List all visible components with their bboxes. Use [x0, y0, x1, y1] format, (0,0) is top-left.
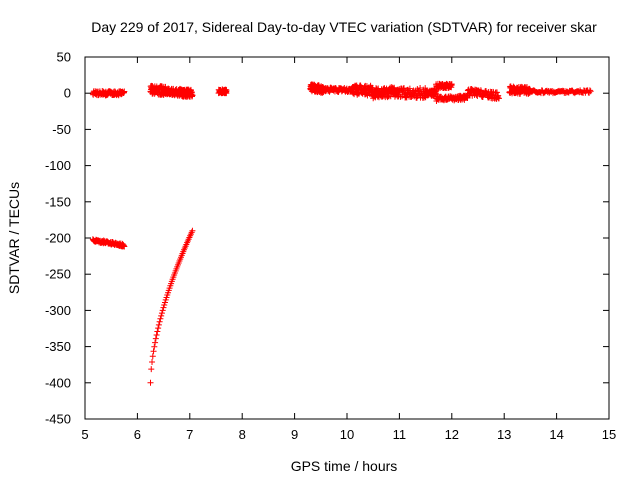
- data-point: [155, 321, 162, 328]
- data-point: [154, 328, 161, 335]
- x-tick-label: 13: [497, 427, 511, 442]
- y-tick-label: -150: [45, 194, 71, 209]
- data-point: [121, 243, 128, 250]
- data-point: [189, 92, 196, 99]
- data-point: [151, 343, 158, 350]
- data-point: [159, 307, 166, 314]
- plot-frame: [84, 56, 610, 420]
- data-point: [406, 85, 413, 92]
- y-tick-label: -400: [45, 375, 71, 390]
- y-tick-label: 50: [57, 50, 71, 65]
- data-point: [150, 348, 157, 355]
- x-tick-label: 15: [602, 427, 616, 442]
- data-point: [161, 299, 168, 306]
- x-tick-label: 10: [340, 427, 354, 442]
- data-point: [148, 366, 155, 373]
- data-point: [149, 353, 156, 360]
- x-tick-label: 5: [81, 427, 88, 442]
- data-point: [189, 227, 196, 234]
- y-tick-label: 0: [64, 86, 71, 101]
- x-axis: 5 6 7 8 9 10 11 12 13 14 15: [81, 57, 616, 442]
- data-point: [121, 88, 128, 95]
- data-point: [152, 339, 159, 346]
- data-point: [149, 358, 156, 365]
- data-point: [147, 379, 154, 386]
- x-tick-label: 14: [549, 427, 563, 442]
- data-point: [586, 87, 593, 94]
- x-tick-label: 11: [393, 427, 407, 442]
- data-point: [495, 95, 502, 102]
- x-tick-label: 7: [186, 427, 193, 442]
- y-tick-label: -450: [45, 412, 71, 427]
- data-point: [433, 87, 440, 94]
- y-tick-label: -350: [45, 339, 71, 354]
- y-tick-label: -50: [52, 122, 71, 137]
- chart-title: Day 229 of 2017, Sidereal Day-to-day VTE…: [91, 19, 597, 35]
- data-point: [156, 318, 163, 325]
- data-point: [153, 331, 160, 338]
- data-point: [152, 335, 159, 342]
- data-point: [158, 312, 165, 319]
- x-axis-label: GPS time / hours: [291, 458, 398, 474]
- x-tick-label: 12: [445, 427, 459, 442]
- y-tick-label: -300: [45, 303, 71, 318]
- x-tick-label: 9: [291, 427, 298, 442]
- y-tick-label: -100: [45, 158, 71, 173]
- y-tick-label: -200: [45, 231, 71, 246]
- x-tick-label: 8: [239, 427, 246, 442]
- data-point: [157, 315, 164, 322]
- data-point: [161, 302, 168, 309]
- x-tick-label: 6: [134, 427, 141, 442]
- data-point: [417, 85, 424, 92]
- y-tick-label: -250: [45, 267, 71, 282]
- data-point: [158, 310, 165, 317]
- data-point: [223, 87, 230, 94]
- data-point: [160, 304, 167, 311]
- data-point: [375, 85, 382, 92]
- data-point: [155, 325, 162, 332]
- y-axis: 50 0 -50 -100 -150 -200 -250 -300 -350 -400 -450: [45, 50, 609, 427]
- data-point: [587, 88, 594, 95]
- data-point: [448, 81, 455, 88]
- y-axis-label: SDTVAR / TECUs: [6, 182, 22, 294]
- data-series: [89, 80, 594, 386]
